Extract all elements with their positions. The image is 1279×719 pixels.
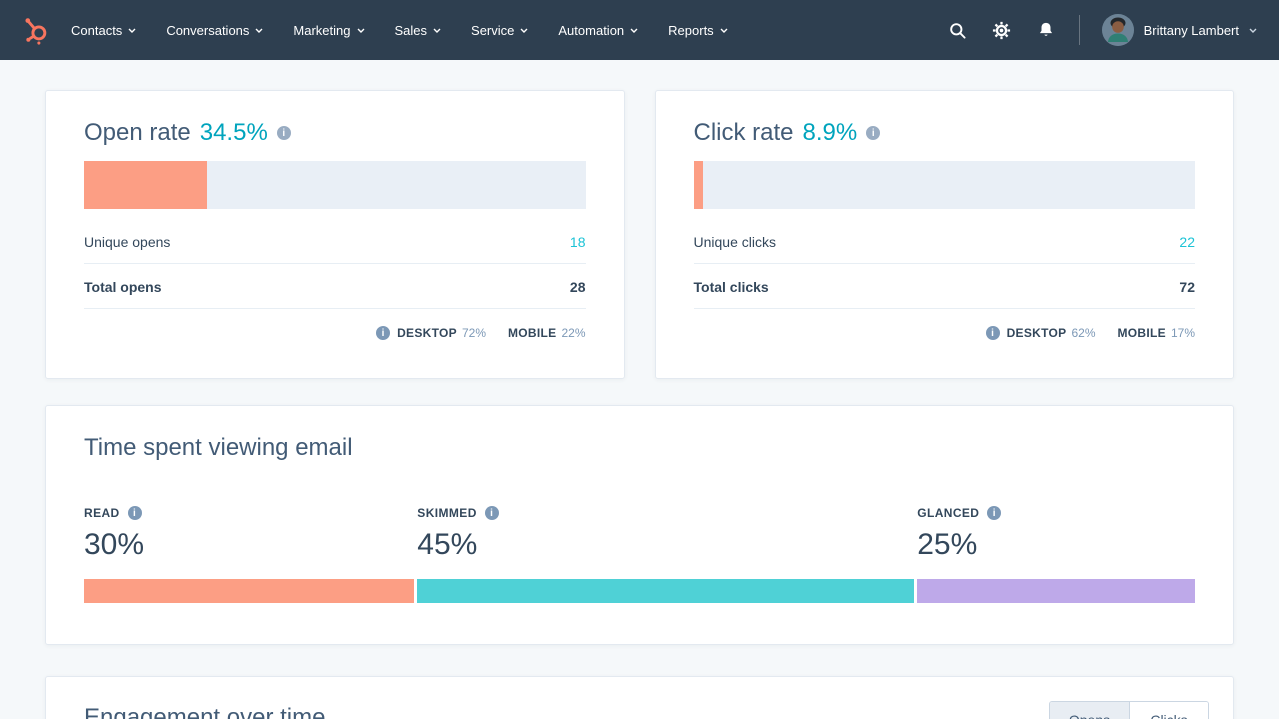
settings-gear-icon[interactable] bbox=[991, 19, 1013, 41]
time-spent-card: Time spent viewing email READ 30% SKIMME… bbox=[45, 405, 1234, 645]
open-rate-progress-fill bbox=[84, 161, 208, 209]
total-clicks-value: 72 bbox=[1179, 279, 1195, 295]
info-icon[interactable] bbox=[484, 506, 499, 520]
engagement-over-time-card: Opens Clicks Engagement over time bbox=[45, 676, 1234, 719]
info-icon[interactable] bbox=[127, 506, 142, 520]
open-rate-value: 34.5% bbox=[199, 119, 268, 146]
click-rate-value: 8.9% bbox=[802, 119, 858, 146]
desktop-label: DESKTOP bbox=[397, 326, 457, 340]
info-icon[interactable] bbox=[376, 326, 391, 340]
nav-item-marketing[interactable]: Marketing bbox=[293, 23, 364, 38]
nav-item-label: Conversations bbox=[166, 22, 250, 38]
read-segment: READ 30% bbox=[84, 506, 417, 603]
nav-divider bbox=[1078, 15, 1080, 45]
nav-item-label: Automation bbox=[558, 22, 625, 38]
tab-opens[interactable]: Opens bbox=[1050, 702, 1129, 719]
mobile-value: 17% bbox=[1170, 326, 1195, 340]
nav-item-label: Marketing bbox=[293, 22, 351, 38]
open-rate-title: Open rate bbox=[84, 119, 191, 146]
desktop-label: DESKTOP bbox=[1006, 326, 1067, 340]
read-label: READ bbox=[84, 506, 120, 520]
nav-item-conversations[interactable]: Conversations bbox=[166, 23, 263, 38]
total-opens-label: Total opens bbox=[84, 279, 162, 295]
total-opens-row: Total opens 28 bbox=[84, 264, 586, 309]
chevron-down-icon bbox=[520, 28, 528, 33]
unique-opens-label: Unique opens bbox=[84, 234, 171, 250]
click-rate-card: Click rate 8.9% Unique clicks 22 Total c… bbox=[654, 90, 1234, 379]
mobile-value: 22% bbox=[561, 326, 586, 340]
chevron-down-icon bbox=[255, 28, 263, 33]
chevron-down-icon bbox=[720, 28, 728, 33]
nav-item-label: Reports bbox=[668, 22, 714, 38]
top-navigation: Contacts Conversations Marketing Sales S… bbox=[0, 0, 1279, 60]
click-rate-device-breakdown: DESKTOP 62% MOBILE 17% bbox=[694, 326, 1195, 340]
user-name: Brittany Lambert bbox=[1143, 22, 1239, 38]
glanced-segment: GLANCED 25% bbox=[917, 506, 1195, 603]
chevron-down-icon bbox=[433, 28, 441, 33]
nav-item-sales[interactable]: Sales bbox=[395, 23, 442, 38]
click-rate-progress-track bbox=[693, 161, 1195, 209]
total-opens-value: 28 bbox=[569, 279, 586, 295]
user-menu[interactable]: Brittany Lambert bbox=[1101, 14, 1257, 46]
skimmed-value: 45% bbox=[417, 528, 478, 561]
time-spent-columns: READ 30% SKIMMED 45% GLANCED 25% bbox=[84, 506, 1195, 603]
glanced-value: 25% bbox=[917, 528, 978, 561]
nav-item-reports[interactable]: Reports bbox=[668, 23, 728, 38]
time-spent-title: Time spent viewing email bbox=[84, 434, 353, 461]
mobile-label: MOBILE bbox=[1117, 326, 1166, 340]
read-value: 30% bbox=[84, 528, 145, 561]
engagement-title: Engagement over time bbox=[84, 704, 326, 719]
open-rate-progress-track bbox=[84, 161, 586, 209]
info-icon[interactable] bbox=[866, 126, 881, 140]
chevron-down-icon bbox=[357, 28, 364, 33]
main-content: Open rate 34.5% Unique opens 18 Total op… bbox=[0, 60, 1279, 719]
click-rate-title: Click rate bbox=[693, 119, 794, 146]
nav-item-contacts[interactable]: Contacts bbox=[71, 23, 136, 38]
nav-item-label: Contacts bbox=[71, 22, 123, 38]
info-icon[interactable] bbox=[276, 126, 291, 140]
desktop-value: 72% bbox=[461, 326, 486, 340]
nav-right-controls: Brittany Lambert bbox=[947, 14, 1257, 46]
glanced-label: GLANCED bbox=[917, 506, 980, 520]
opens-clicks-tab-group: Opens Clicks bbox=[1049, 701, 1209, 719]
open-rate-card: Open rate 34.5% Unique opens 18 Total op… bbox=[45, 90, 625, 379]
skimmed-bar-segment bbox=[417, 579, 915, 603]
info-icon[interactable] bbox=[987, 506, 1002, 520]
skimmed-segment: SKIMMED 45% bbox=[417, 506, 917, 603]
hubspot-logo[interactable] bbox=[22, 16, 49, 45]
skimmed-label: SKIMMED bbox=[417, 506, 477, 520]
unique-opens-value[interactable]: 18 bbox=[569, 234, 586, 250]
avatar bbox=[1101, 14, 1134, 46]
click-rate-progress-fill bbox=[693, 161, 703, 209]
total-clicks-label: Total clicks bbox=[693, 279, 769, 295]
desktop-value: 62% bbox=[1071, 326, 1096, 340]
unique-clicks-value[interactable]: 22 bbox=[1179, 234, 1195, 250]
mobile-label: MOBILE bbox=[508, 326, 557, 340]
unique-opens-row: Unique opens 18 bbox=[84, 219, 586, 264]
chevron-down-icon bbox=[128, 28, 136, 33]
hubspot-sprocket-icon bbox=[25, 17, 47, 45]
total-clicks-row: Total clicks 72 bbox=[693, 264, 1195, 309]
info-icon[interactable] bbox=[985, 326, 1000, 340]
unique-clicks-label: Unique clicks bbox=[693, 234, 776, 250]
nav-item-service[interactable]: Service bbox=[471, 23, 528, 38]
nav-menu: Contacts Conversations Marketing Sales S… bbox=[71, 23, 728, 38]
nav-item-label: Sales bbox=[394, 22, 428, 38]
nav-item-label: Service bbox=[471, 22, 515, 38]
notifications-bell-icon[interactable] bbox=[1035, 19, 1057, 41]
nav-item-automation[interactable]: Automation bbox=[558, 23, 638, 38]
chevron-down-icon bbox=[630, 28, 638, 33]
read-bar-segment bbox=[84, 579, 415, 603]
open-rate-device-breakdown: DESKTOP 72% MOBILE 22% bbox=[84, 326, 586, 340]
glanced-bar-segment bbox=[917, 579, 1195, 603]
unique-clicks-row: Unique clicks 22 bbox=[693, 219, 1195, 264]
chevron-down-icon bbox=[1249, 28, 1257, 33]
search-icon[interactable] bbox=[947, 19, 969, 41]
tab-clicks[interactable]: Clicks bbox=[1129, 702, 1208, 719]
